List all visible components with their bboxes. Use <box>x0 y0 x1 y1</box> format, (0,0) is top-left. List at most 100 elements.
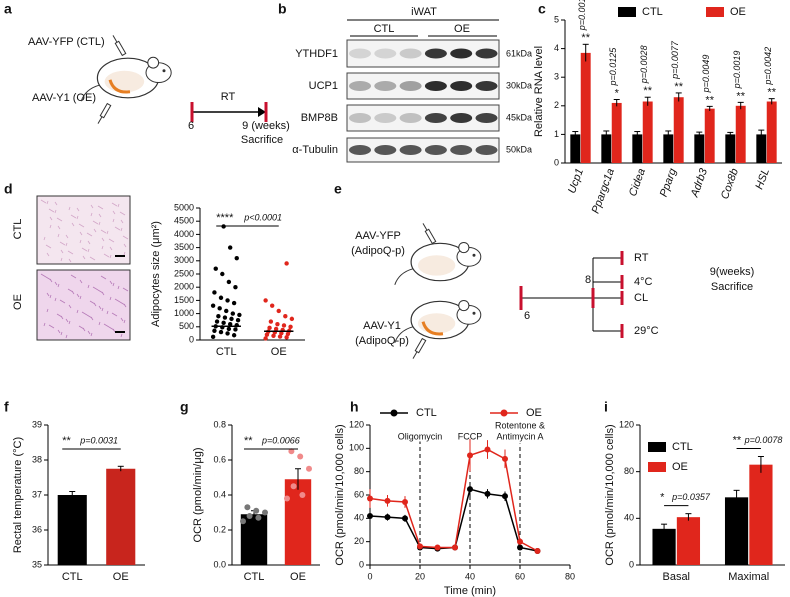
tissue-fiber <box>87 240 91 245</box>
tissue-fiber <box>46 308 49 313</box>
significance-stars: **** <box>216 212 234 224</box>
tissue-fiber <box>87 330 91 335</box>
tissue-fiber <box>43 236 46 241</box>
group-label: AAV-YFP <box>355 230 401 242</box>
data-point <box>534 548 541 554</box>
data-point <box>517 538 523 545</box>
data-point <box>221 320 226 326</box>
needle <box>112 35 118 43</box>
tissue-fiber <box>92 220 99 225</box>
x-tick-label: 60 <box>515 571 525 581</box>
x-tick-label: Adrb3 <box>688 166 710 199</box>
p-value: p=0.0019 <box>732 51 742 90</box>
y-tick-label: 1000 <box>174 308 194 318</box>
size-label: 61kDa <box>506 48 532 58</box>
data-point <box>210 303 216 308</box>
endpoint: Sacrifice <box>711 281 753 293</box>
tissue-fiber <box>122 287 129 292</box>
tissue-fiber <box>100 275 107 280</box>
data-point <box>213 266 218 271</box>
tissue-fiber <box>100 229 107 234</box>
y-tick-label: 3500 <box>174 242 194 252</box>
x-tick-label: 0 <box>367 571 372 581</box>
bar <box>580 52 591 163</box>
tissue-fiber <box>101 245 104 250</box>
tissue-fiber <box>76 293 80 298</box>
panel-label: f <box>4 399 9 415</box>
panel-label: c <box>538 1 546 17</box>
bar <box>724 497 749 565</box>
data-point <box>384 497 391 504</box>
data-point <box>225 331 230 336</box>
group-label: AAV-Y1 (OE) <box>32 92 96 104</box>
x-tick-label: Basal <box>662 571 690 583</box>
promoter-label: (AdipoQ-p) <box>351 245 405 257</box>
significance-stars: ** <box>736 90 745 102</box>
bar <box>704 108 715 163</box>
mouse-eye <box>472 311 476 315</box>
bar <box>570 134 581 163</box>
y-tick-label: 4 <box>554 43 559 53</box>
time-label: 9 (weeks) <box>242 120 290 132</box>
treatment-label: FCCP <box>458 431 483 441</box>
y-tick-label: 5 <box>554 14 559 24</box>
data-point <box>284 495 290 502</box>
treatment-label: Rotentone & <box>495 420 545 430</box>
y-axis-title: Relative RNA level <box>533 46 545 137</box>
protein-label: BMP8B <box>301 112 338 124</box>
data-point <box>230 311 236 316</box>
mouse-tail <box>394 326 413 343</box>
bar <box>725 134 736 163</box>
data-point <box>273 326 279 332</box>
x-tick-label: Cidea <box>627 167 648 198</box>
treatment-label: Antimycin A <box>496 431 543 441</box>
bar <box>652 528 676 565</box>
tissue-fiber <box>119 211 126 216</box>
group-label: CTL <box>374 23 395 35</box>
condition: 4°C <box>634 276 653 288</box>
y-tick-label: 4000 <box>174 229 194 239</box>
x-tick-label: Pparg <box>658 166 680 199</box>
y-tick-label: 39 <box>32 419 42 429</box>
y-axis-title: Rectal temperature (°C) <box>12 437 24 553</box>
blot-band <box>374 48 397 59</box>
mouse-eye <box>162 69 166 73</box>
tissue-fiber <box>57 283 60 288</box>
blot-band <box>450 81 473 91</box>
data-point <box>484 446 491 453</box>
data-point <box>263 298 268 303</box>
tissue-fiber <box>114 226 121 231</box>
tissue-fiber <box>89 256 96 261</box>
tissue-fiber <box>109 280 113 285</box>
data-point <box>226 279 232 285</box>
y-tick-label: 120 <box>349 419 364 429</box>
tissue-fiber <box>65 334 68 339</box>
data-point <box>367 513 373 519</box>
legend-swatch <box>648 442 666 452</box>
bar <box>749 464 773 565</box>
data-point <box>290 483 297 490</box>
tissue-fiber <box>68 320 71 325</box>
blot-band <box>374 145 397 155</box>
y-axis-title: OCR (pmol/min/μg) <box>192 448 204 543</box>
tissue-fiber <box>101 237 105 242</box>
y-tick-label: 40 <box>354 513 364 523</box>
tissue-fiber <box>67 288 74 293</box>
tissue-fiber <box>112 210 116 215</box>
data-point <box>276 308 281 314</box>
y-tick-label: 0.0 <box>213 559 226 569</box>
size-label: 50kDa <box>506 144 532 154</box>
tissue-fiber <box>49 224 52 229</box>
significance-stars: ** <box>581 32 590 44</box>
image-label: CTL <box>12 219 24 240</box>
group-label: AAV-YFP (CTL) <box>28 36 105 48</box>
tissue-fiber <box>109 246 113 251</box>
condition: RT <box>634 252 649 264</box>
tissue-fiber <box>114 298 121 303</box>
tissue-fiber <box>79 231 83 236</box>
tissue-fiber <box>98 321 101 326</box>
tissue-fiber <box>45 244 52 249</box>
blot-band <box>349 81 371 91</box>
panel-label: g <box>180 399 189 415</box>
bar <box>756 134 767 163</box>
